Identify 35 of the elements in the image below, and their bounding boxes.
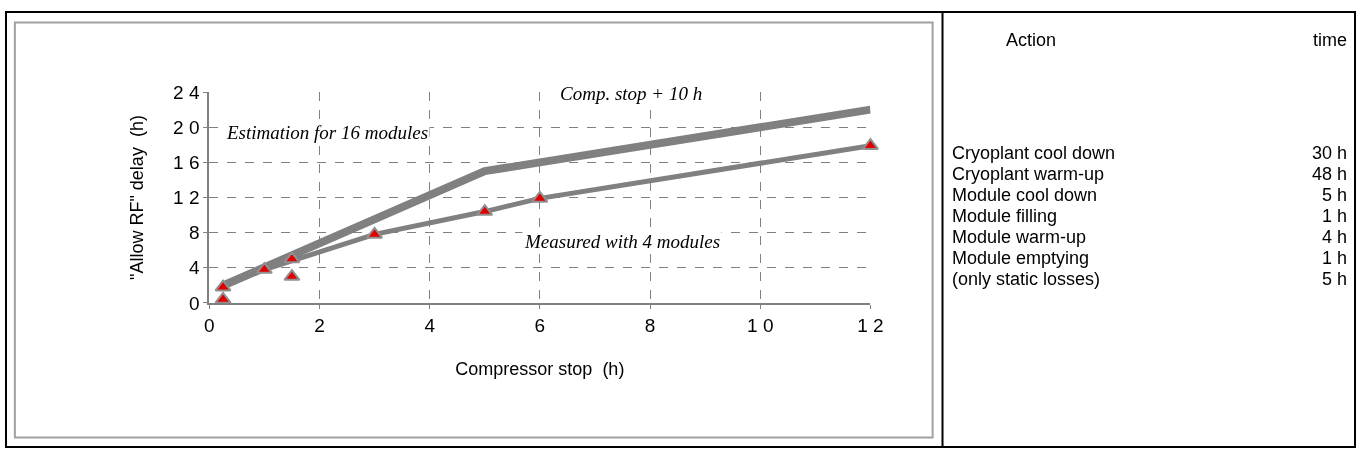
text: Action bbox=[1006, 30, 1057, 50]
text: time bbox=[1313, 30, 1348, 50]
annotation: Estimation for 16 modules bbox=[226, 122, 429, 143]
text: Cryoplant cool down bbox=[952, 143, 1116, 163]
x-tick-label: 6 bbox=[534, 314, 546, 336]
text: Module filling bbox=[952, 206, 1058, 226]
text: 1 h bbox=[1322, 206, 1348, 226]
y-tick-label: 1 6 bbox=[173, 152, 200, 174]
x-tick-label: 4 bbox=[424, 314, 436, 336]
x-axis-title: Compressor stop (h) bbox=[455, 359, 625, 380]
text: 5 h bbox=[1322, 185, 1348, 205]
x-tick-label: 2 bbox=[314, 314, 325, 336]
y-tick-label: 2 4 bbox=[173, 81, 200, 103]
x-tick-label: 8 bbox=[644, 314, 656, 336]
y-axis-title: "Allow RF" delay (h) bbox=[126, 115, 147, 280]
y-tick-label: 8 bbox=[188, 222, 200, 244]
x-tick-label: 0 bbox=[203, 314, 215, 336]
text: Module cool down bbox=[952, 185, 1098, 205]
text: 30 h bbox=[1312, 143, 1348, 163]
text: Cryoplant warm-up bbox=[952, 164, 1105, 184]
annotation: Comp. stop + 10 h bbox=[560, 83, 703, 104]
y-tick-label: 2 0 bbox=[173, 116, 200, 138]
text: 1 h bbox=[1322, 248, 1348, 268]
text: 4 h bbox=[1322, 227, 1348, 247]
text: Module warm-up bbox=[952, 227, 1087, 247]
text: Module emptying bbox=[952, 248, 1090, 268]
y-tick-label: 1 2 bbox=[173, 187, 200, 209]
x-tick-label: 1 0 bbox=[747, 314, 774, 336]
text: 5 h bbox=[1322, 269, 1348, 289]
annotation: Measured with 4 modules bbox=[524, 231, 721, 252]
x-tick-label: 1 2 bbox=[857, 314, 884, 336]
text: (only static losses) bbox=[952, 269, 1101, 289]
y-tick-label: 0 bbox=[188, 292, 200, 314]
text: 48 h bbox=[1312, 164, 1348, 184]
y-tick-label: 4 bbox=[188, 257, 200, 279]
